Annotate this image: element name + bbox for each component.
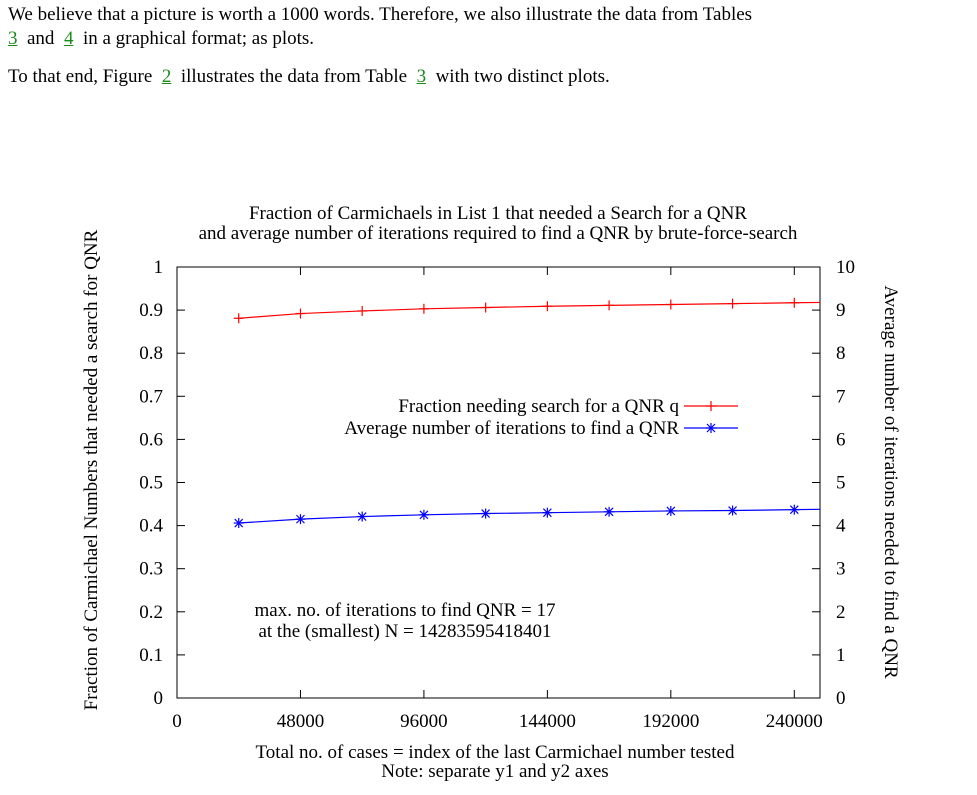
y1-tick-label: 0.7	[139, 386, 163, 407]
legend-label: Fraction needing search for a QNR q	[398, 396, 679, 417]
legend-label: Average number of iterations to find a Q…	[344, 418, 679, 439]
star-marker	[706, 423, 716, 433]
y2-axis-label: Average number of iterations needed to f…	[880, 285, 901, 679]
paragraph-2-text-b: illustrates the data from Table	[180, 66, 408, 87]
y2-tick-label: 8	[836, 343, 846, 364]
x-tick-label: 240000	[766, 711, 823, 732]
star-marker	[357, 512, 367, 521]
y1-tick-label: 1	[154, 257, 164, 278]
y2-tick-label: 0	[836, 688, 846, 709]
y1-tick-label: 0.6	[139, 429, 163, 450]
table-4-link[interactable]: 4	[63, 28, 74, 49]
star-marker	[481, 509, 491, 518]
chart-title-line: and average number of iterations require…	[199, 223, 798, 244]
paragraph-1: We believe that a picture is worth a 100…	[8, 3, 752, 51]
star-marker	[789, 505, 799, 515]
x-axis-note: Note: separate y1 and y2 axes	[381, 761, 608, 782]
x-tick-label: 48000	[277, 711, 325, 732]
annotation-line: at the (smallest) N = 14283595418401	[258, 621, 551, 642]
paragraph-2-text-a: To that end, Figure	[8, 66, 153, 87]
x-tick-label: 144000	[519, 711, 576, 732]
figure-2-link[interactable]: 2	[161, 66, 172, 87]
star-marker	[728, 506, 737, 515]
paragraph-1-text-a: We believe that a picture is worth a 100…	[8, 4, 753, 25]
x-tick-label: 192000	[642, 711, 699, 732]
table-3-link[interactable]: 3	[8, 28, 18, 49]
paragraph-2: To that end, Figure 2 illustrates the da…	[8, 65, 610, 89]
star-marker	[542, 508, 552, 518]
y1-tick-label: 0.5	[139, 473, 163, 494]
y1-tick-label: 0.9	[139, 300, 163, 321]
x-tick-label: 0	[172, 711, 182, 732]
y1-tick-label: 0.1	[139, 645, 163, 666]
star-marker	[604, 507, 614, 517]
y1-axis-label: Fraction of Carmichael Numbers that need…	[81, 229, 102, 710]
paragraph-2-text-c: with two distinct plots.	[435, 66, 610, 87]
y1-tick-label: 0.8	[139, 343, 163, 364]
star-marker	[234, 518, 244, 528]
y2-tick-label: 9	[836, 300, 846, 321]
x-axis-label: Total no. of cases = index of the last C…	[256, 742, 735, 763]
x-tick-label: 96000	[400, 711, 448, 732]
paragraph-1-and: and	[27, 28, 55, 49]
y1-tick-label: 0.3	[139, 559, 163, 580]
y2-tick-label: 4	[836, 516, 846, 537]
y1-tick-label: 0.2	[139, 602, 163, 623]
y2-tick-label: 1	[836, 645, 846, 666]
y1-tick-label: 0.4	[139, 516, 163, 537]
paragraph-1-text-b: in a graphical format; as plots.	[82, 28, 315, 49]
star-marker	[666, 506, 676, 516]
y1-tick-label: 0	[154, 688, 164, 709]
y2-tick-label: 5	[836, 473, 846, 494]
annotation-line: max. no. of iterations to find QNR = 17	[255, 600, 556, 621]
star-marker	[296, 514, 305, 524]
table-3-link-2[interactable]: 3	[416, 66, 427, 87]
chart-title-line: Fraction of Carmichaels in List 1 that n…	[249, 203, 747, 224]
y2-tick-label: 3	[836, 559, 846, 580]
y2-tick-label: 2	[836, 602, 846, 623]
star-marker	[419, 510, 429, 520]
y2-tick-label: 10	[836, 257, 855, 278]
y2-tick-label: 7	[836, 386, 846, 407]
y2-tick-label: 6	[836, 429, 846, 450]
